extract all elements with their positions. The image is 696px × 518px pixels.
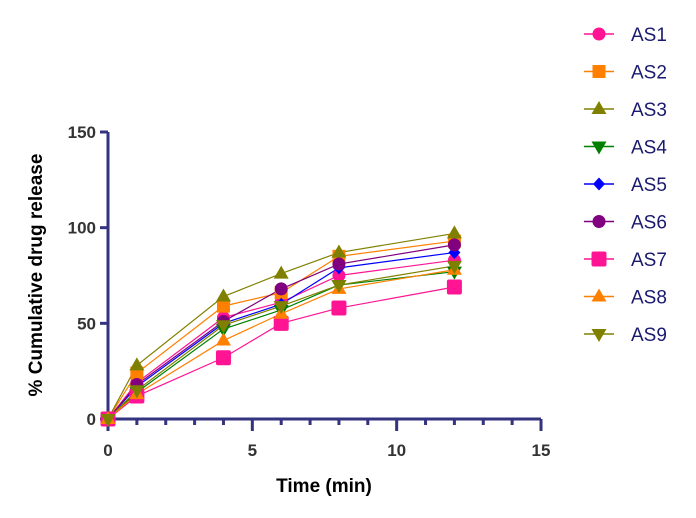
x-tick-label: 0 — [103, 441, 112, 460]
legend-marker-as3 — [591, 101, 607, 114]
x-tick-label: 5 — [248, 441, 257, 460]
legend: AS1 AS2 AS3 AS4 AS5 AS6 AS7 AS8 AS9 — [584, 25, 667, 346]
data-point-as8 — [215, 332, 231, 346]
data-point-as6 — [447, 238, 461, 252]
legend-label: AS9 — [631, 325, 667, 346]
data-point-as3 — [129, 357, 145, 371]
data-point-as3 — [446, 225, 462, 239]
x-tick-label: 15 — [532, 441, 551, 460]
legend-item-as1: AS1 — [584, 25, 667, 46]
x-axis-title: Time (min) — [276, 476, 372, 497]
legend-label: AS4 — [631, 138, 667, 159]
data-point-as3 — [273, 265, 289, 279]
legend-item-as6: AS6 — [584, 213, 667, 234]
legend-marker-as6 — [592, 215, 606, 228]
data-point-as9 — [446, 260, 462, 274]
legend-item-as7: AS7 — [584, 250, 667, 271]
y-tick-label: 150 — [68, 123, 96, 142]
x-tick-label: 10 — [387, 441, 406, 460]
legend-label: AS7 — [631, 250, 667, 271]
data-point-as1 — [332, 269, 346, 282]
legend-marker-as7 — [591, 251, 607, 267]
legend-marker-as2 — [592, 65, 606, 78]
data-point-as7 — [215, 350, 231, 366]
data-point-as3 — [331, 244, 347, 258]
data-point-as2 — [216, 299, 230, 313]
legend-label: AS3 — [631, 100, 667, 121]
legend-marker-as8 — [591, 288, 607, 302]
legend-label: AS2 — [631, 63, 667, 84]
legend-item-as3: AS3 — [584, 100, 667, 121]
legend-item-as4: AS4 — [584, 138, 667, 159]
data-point-as9 — [273, 301, 289, 315]
data-point-as6 — [332, 257, 346, 271]
y-tick-label: 0 — [87, 410, 96, 429]
legend-label: AS1 — [631, 25, 667, 46]
legend-label: AS8 — [631, 288, 667, 309]
data-point-as9 — [129, 385, 145, 399]
data-point-as9 — [331, 280, 347, 294]
legend-label: AS6 — [631, 213, 667, 234]
series-markers — [100, 225, 462, 427]
y-tick-label: 50 — [77, 314, 96, 333]
legend-marker-as5 — [593, 177, 605, 191]
legend-item-as9: AS9 — [584, 325, 667, 346]
data-point-as9 — [215, 320, 231, 334]
axes: 0 50 100 150 0 5 10 15 — [68, 123, 551, 460]
legend-marker-as1 — [592, 27, 606, 41]
legend-label: AS5 — [631, 175, 667, 196]
legend-item-as5: AS5 — [584, 175, 667, 196]
data-point-as9 — [100, 414, 116, 427]
legend-item-as2: AS2 — [584, 63, 667, 84]
data-point-as7 — [273, 315, 289, 331]
data-point-as7 — [331, 300, 347, 316]
y-axis-title: % Cumulative drug release — [26, 154, 47, 397]
legend-marker-as9 — [591, 329, 607, 342]
data-point-as3 — [215, 288, 231, 302]
y-tick-label: 100 — [68, 219, 96, 238]
data-point-as7 — [446, 279, 462, 295]
legend-item-as8: AS8 — [584, 288, 667, 309]
data-point-as6 — [274, 282, 288, 296]
legend-marker-as4 — [591, 141, 607, 155]
